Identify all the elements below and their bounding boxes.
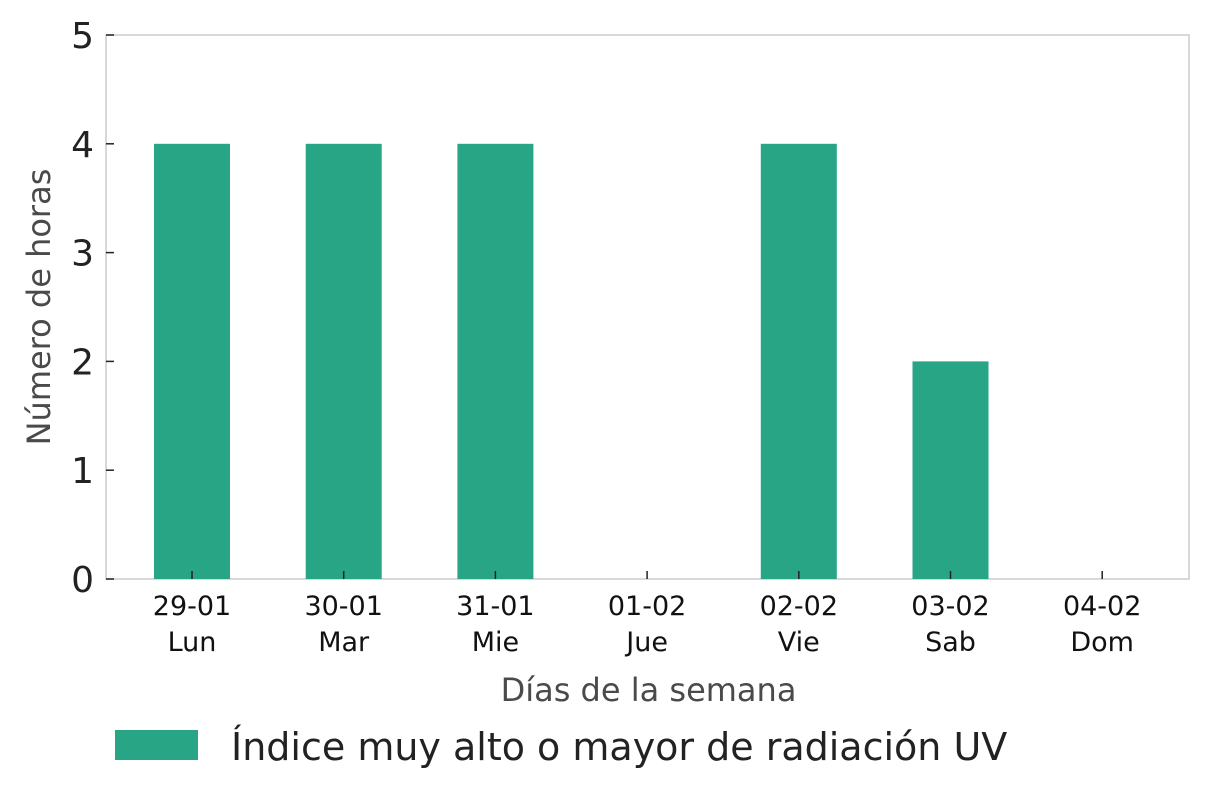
x-tick-label-date: 29-01 (153, 591, 231, 622)
y-axis-label: Número de horas (20, 169, 58, 446)
x-tick-label-day: Vie (778, 627, 820, 658)
legend-swatch (115, 730, 198, 760)
legend: Índice muy alto o mayor de radiación UV (115, 725, 1007, 769)
y-tick-label: 3 (71, 234, 94, 275)
x-tick-label-date: 04-02 (1063, 591, 1141, 622)
x-tick-label-day: Dom (1070, 627, 1134, 658)
plot-frame (105, 34, 1190, 580)
legend-label: Índice muy alto o mayor de radiación UV (231, 725, 1007, 769)
x-tick-label-date: 02-02 (760, 591, 838, 622)
y-tick-label: 4 (71, 125, 94, 166)
x-tick-label-day: Sab (925, 627, 976, 658)
x-tick-label-day: Lun (168, 627, 217, 658)
x-tick-label-date: 30-01 (304, 591, 382, 622)
y-tick-label: 1 (71, 451, 94, 492)
y-axis: 0 1 2 3 4 5 (71, 16, 114, 601)
x-tick-label-day: Mie (472, 627, 519, 658)
bar-02-02 (760, 143, 837, 580)
bars (154, 143, 989, 580)
x-axis: 29-01 Lun 30-01 Mar 31-01 Mie 01-02 Jue 02-02 Vie… (153, 571, 1141, 658)
bar-30-01 (305, 143, 382, 580)
x-tick-label-date: 31-01 (456, 591, 534, 622)
x-tick-label-date: 03-02 (911, 591, 989, 622)
y-tick-label: 5 (71, 16, 94, 57)
y-tick-label: 2 (71, 342, 94, 383)
x-axis-label: Días de la semana (501, 671, 797, 709)
x-tick-label-date: 01-02 (608, 591, 686, 622)
bar-03-02 (912, 361, 989, 579)
bar-31-01 (457, 143, 534, 580)
plot-area (105, 34, 1190, 580)
bar-29-01 (154, 143, 230, 580)
y-tick-label: 0 (71, 560, 94, 601)
x-tick-label-day: Mar (318, 627, 370, 658)
x-tick-label-day: Jue (624, 627, 668, 658)
